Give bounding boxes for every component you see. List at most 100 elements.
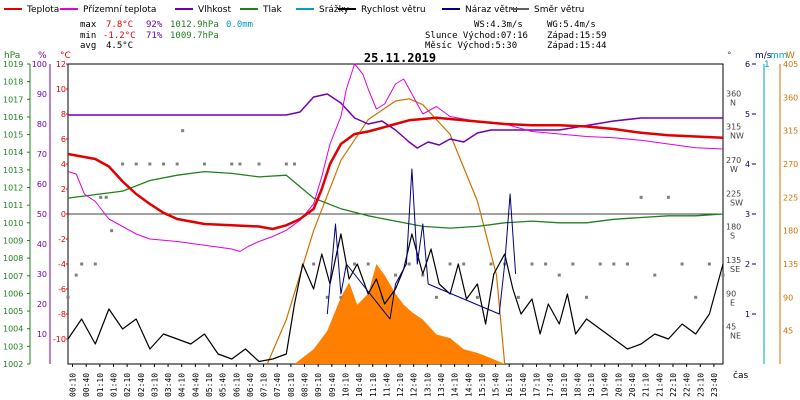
pressure-tick-label: 1019 (3, 60, 23, 69)
wind-direction-point (238, 162, 242, 166)
wind-direction-point (257, 162, 261, 166)
plot-area (66, 63, 725, 365)
wind-direction-point (489, 262, 493, 266)
direction-tick-label: 45 (726, 323, 736, 332)
pressure-tick-label: 1011 (3, 201, 23, 210)
wind-direction-point (612, 262, 616, 266)
wind-direction-point (93, 262, 97, 266)
stat-sunset: Západ:15:59 (547, 31, 607, 41)
x-tick-label: 14:40 (464, 373, 473, 397)
legend-label: Tlak (262, 5, 283, 15)
stat-moonset: Západ:15:44 (547, 41, 607, 51)
wind-direction-point (121, 162, 125, 166)
x-tick-label: 19:10 (587, 373, 596, 397)
wind-direction-point (516, 295, 520, 299)
stat-sun: Slunce Východ:07:16 (425, 31, 528, 41)
wind-direction-point (625, 262, 629, 266)
solar-unit: W (786, 51, 795, 61)
legend-label: Rychlost větru (361, 5, 426, 15)
wind-direction-point (544, 262, 548, 266)
legend-label: Směr větru (534, 5, 584, 15)
direction-name-label: SW (730, 198, 743, 207)
temp-tick-label: -4 (58, 260, 66, 269)
wind-direction-point (639, 195, 643, 199)
x-tick-label: 17:10 (533, 373, 542, 397)
wind-direction-point (407, 262, 411, 266)
wind-direction-point (721, 273, 725, 277)
rain-top-tick: 1 (764, 60, 770, 70)
rain-unit: mm (770, 51, 788, 61)
pressure-tick-label: 1006 (3, 289, 23, 298)
x-tick-label: 09:40 (328, 373, 337, 397)
x-tick-label: 11:40 (382, 373, 391, 397)
x-tick-label: 11:10 (369, 373, 378, 397)
pressure-tick-label: 1018 (3, 78, 23, 87)
direction-name-label: E (730, 298, 735, 307)
x-tick-label: 15:40 (492, 373, 501, 397)
pressure-tick-label: 1017 (3, 95, 23, 104)
pressure-tick-label: 1004 (3, 325, 23, 334)
wind-direction-point (666, 195, 670, 199)
solar-tick-label: 360 (783, 93, 798, 102)
stat-moon: Měsíc Východ:5:30 (425, 41, 517, 51)
pressure-tick-label: 1016 (3, 113, 23, 122)
wind-direction-point (462, 262, 466, 266)
pressure-tick-label: 1009 (3, 236, 23, 245)
humidity-tick-label: 10 (37, 330, 47, 339)
x-tick-label: 00:40 (82, 373, 91, 397)
wind-direction-point (284, 162, 288, 166)
x-tick-label: 10:40 (355, 373, 364, 397)
humidity-tick-label: 60 (37, 180, 47, 189)
stat-max-temp: 7.8°C (106, 20, 133, 30)
series-teoreticke-zareni (266, 98, 506, 365)
humidity-unit: % (38, 51, 47, 61)
direction-tick-label: 270 (726, 156, 741, 165)
x-tick-label: 05:10 (205, 373, 214, 397)
wind-direction-point (99, 195, 103, 199)
humidity-tick-label: 90 (37, 90, 47, 99)
solar-tick-label: 270 (783, 160, 798, 169)
wind-direction-point (394, 273, 397, 277)
stat-min-press: 1009.7hPa (170, 31, 219, 41)
stat-max-hum: 92% (146, 20, 163, 30)
wind-direction-point (181, 129, 185, 133)
wind-direction-point (148, 162, 152, 166)
pressure-tick-label: 1013 (3, 166, 23, 175)
temp-tick-label: 2 (61, 185, 66, 194)
wind-direction-point (448, 262, 452, 266)
wind-direction-point (530, 262, 534, 266)
pressure-tick-label: 1008 (3, 254, 23, 263)
pressure-tick-label: 1012 (3, 184, 23, 193)
stat-wg: WG:5.4m/s (547, 20, 596, 30)
x-tick-label: 08:10 (287, 373, 296, 397)
wind-direction-point (353, 262, 357, 266)
wind-direction-point (230, 162, 234, 166)
wind-direction-point (571, 262, 575, 266)
x-tick-label: 08:40 (301, 373, 310, 397)
legend-label: Přízemní teplota (83, 5, 156, 15)
x-tick-label: 04:10 (178, 373, 187, 397)
stat-rain: 0.0mm (226, 20, 253, 30)
pressure-tick-label: 1015 (3, 131, 23, 140)
x-tick-label: 04:40 (191, 373, 200, 397)
wind-direction-point (80, 262, 84, 266)
pressure-tick-label: 1014 (3, 148, 23, 157)
wind-direction-point (366, 262, 370, 266)
legend-label: Srážky (319, 5, 350, 15)
temp-tick-label: 10 (56, 85, 66, 94)
direction-name-label: W (730, 165, 738, 174)
solar-tick-label: 225 (783, 193, 798, 202)
stat-ws: WS:4.3m/s (474, 20, 523, 30)
solar-tick-label: 45 (783, 327, 793, 336)
wind-direction-point (598, 262, 602, 266)
pressure-tick-label: 1005 (3, 307, 23, 316)
humidity-tick-label: 70 (37, 150, 47, 159)
wind-tick-label: 4 (745, 160, 750, 169)
temp-tick-label: -10 (53, 335, 66, 344)
wind-direction-point (66, 295, 70, 299)
solar-tick-label: 135 (783, 260, 798, 269)
temp-tick-label: 4 (61, 160, 66, 169)
direction-tick-label: 180 (726, 223, 741, 232)
x-tick-label: 12:40 (410, 373, 419, 397)
x-tick-label: 03:10 (150, 373, 159, 397)
